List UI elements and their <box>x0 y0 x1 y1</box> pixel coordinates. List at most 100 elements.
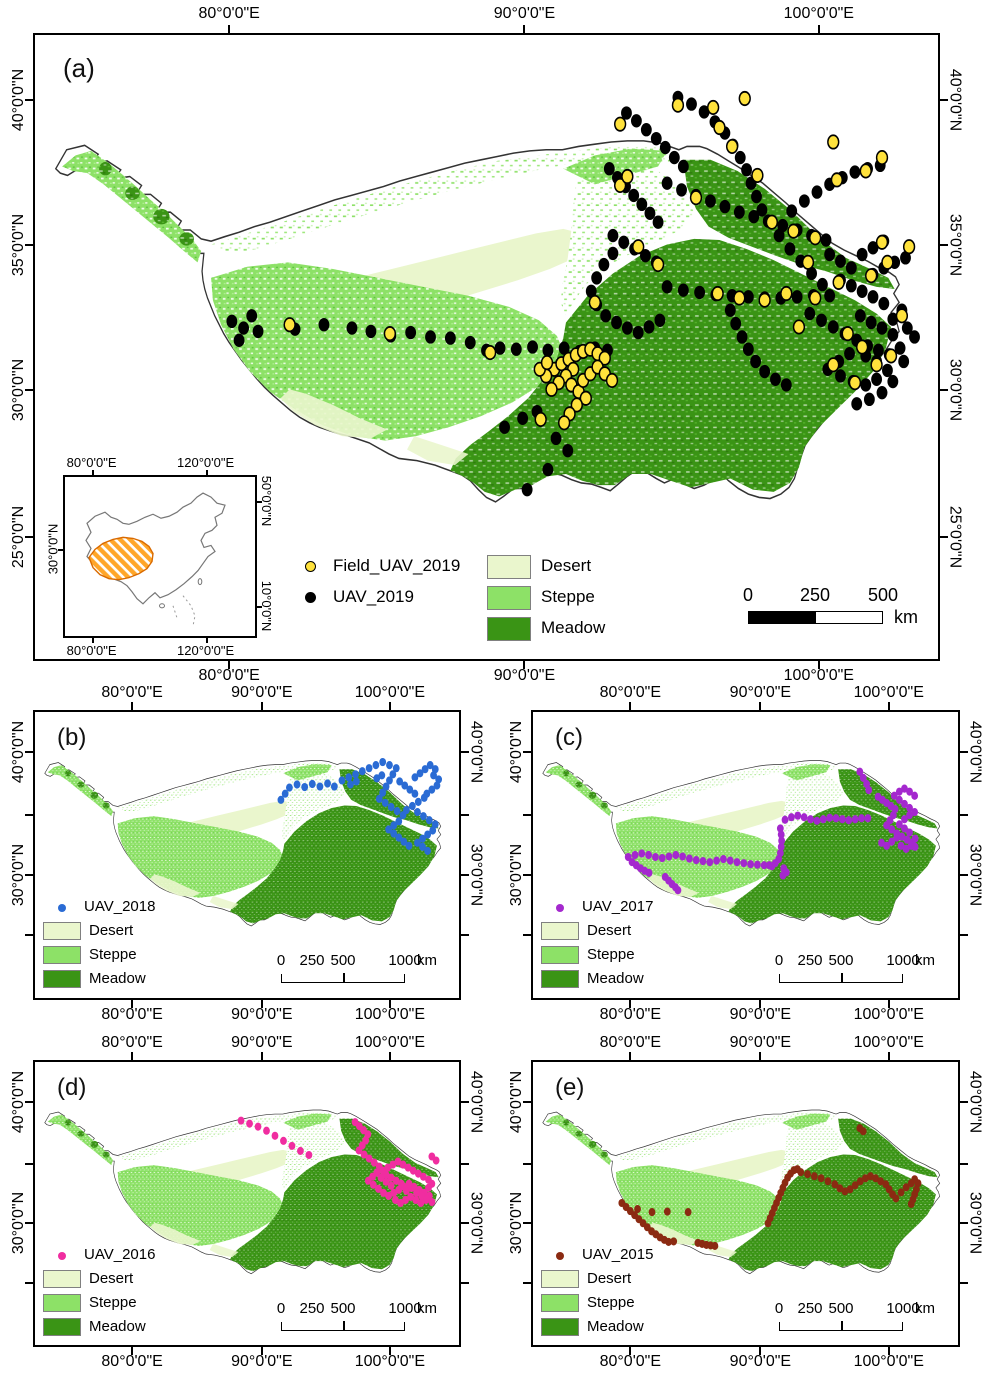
uav-2019-symbol <box>305 592 316 603</box>
panel-letter: (d) <box>57 1074 87 1101</box>
lon-label: 100°0'0"E <box>853 1034 924 1051</box>
lat-label: 40°0'0"N <box>467 1070 484 1133</box>
scale-tick-label: 500 <box>330 1300 356 1317</box>
scale-bar-strip <box>779 1321 903 1331</box>
axis-tick <box>25 389 33 392</box>
inset-lat-label: 30°0'0"N <box>45 523 61 574</box>
axis-tick <box>629 1000 632 1008</box>
scale-tick-label: 250 <box>299 1300 325 1317</box>
axis-tick <box>523 1281 531 1284</box>
lon-label: 90°0'0"E <box>493 667 556 684</box>
lon-label: 90°0'0"E <box>729 1034 792 1051</box>
lon-label: 100°0'0"E <box>354 1006 426 1023</box>
lat-label: 30°0'0"N <box>10 1192 27 1255</box>
panel-letter: (e) <box>555 1074 585 1101</box>
axis-tick <box>523 1162 531 1165</box>
lon-label: 90°0'0"E <box>231 1034 293 1051</box>
scale-tick-label: 500 <box>867 585 899 605</box>
axis-tick <box>25 1281 33 1284</box>
axis-tick <box>960 751 968 754</box>
axis-tick <box>461 1162 469 1165</box>
axis-tick <box>260 1000 263 1008</box>
legend-swatch-meadow <box>43 970 81 988</box>
legend-label-field-uav-2019: Field_UAV_2019 <box>333 556 461 575</box>
axis-tick <box>523 25 526 33</box>
lon-label: 100°0'0"E <box>354 684 426 701</box>
legend-label-series: UAV_2017 <box>582 898 654 915</box>
axis-tick <box>960 874 968 877</box>
axis-tick <box>131 1000 134 1008</box>
axis-tick <box>131 1052 134 1060</box>
axis-tick <box>388 1347 391 1355</box>
scale-unit: km <box>417 952 437 969</box>
scale-tick-label: 1000 <box>388 1300 422 1317</box>
lon-label: 90°0'0"E <box>729 684 792 701</box>
axis-tick <box>817 25 820 33</box>
axis-tick <box>260 1347 263 1355</box>
legend-label-meadow: Meadow <box>89 970 146 987</box>
map-tibetan-plateau <box>54 90 920 503</box>
lon-label: 80°0'0"E <box>198 667 260 684</box>
axis-tick <box>523 874 531 877</box>
axis-tick <box>629 1347 632 1355</box>
lat-label: 40°0'0"N <box>946 68 963 132</box>
lon-label: 90°0'0"E <box>729 1006 792 1023</box>
axis-tick <box>629 1052 632 1060</box>
legend-swatch-steppe <box>43 1294 81 1312</box>
axis-tick <box>960 934 968 937</box>
lon-label: 80°0'0"E <box>599 1006 662 1023</box>
axis-tick <box>759 1052 762 1060</box>
uav-2018-symbol <box>58 904 66 912</box>
lat-label: 30°0'0"N <box>467 1192 484 1255</box>
scale-tick-label: 0 <box>774 1300 784 1317</box>
legend-swatch-desert <box>43 922 81 940</box>
scale-bar-strip <box>748 611 883 624</box>
scale-tick-label: 0 <box>276 952 286 969</box>
legend-swatch-meadow <box>541 1318 579 1336</box>
inset-frame: 80°0'0"E 120°0'0"E 80°0'0"E 120°0'0"E 30… <box>46 455 275 658</box>
uav-2017-points <box>624 767 919 895</box>
lat-label: 40°0'0"N <box>508 720 525 784</box>
lon-label: 100°0'0"E <box>354 1353 426 1370</box>
axis-tick <box>461 1281 469 1284</box>
lat-label: 40°0'0"N <box>467 720 484 784</box>
lat-label: 40°0'0"N <box>508 1070 525 1133</box>
legend-label-desert: Desert <box>89 1270 134 1287</box>
uav-2017-symbol <box>556 904 564 912</box>
legend-swatch-steppe <box>487 586 531 610</box>
inset-lon-label: 80°0'0"E <box>66 643 117 658</box>
legend-label-meadow: Meadow <box>541 618 606 637</box>
lat-label: 35°0'0"N <box>946 214 963 277</box>
legend-label-desert: Desert <box>587 922 632 939</box>
legend-swatch-desert <box>541 922 579 940</box>
lat-label: 40°0'0"N <box>10 1070 27 1133</box>
axis-tick <box>461 813 469 816</box>
scale-unit: km <box>417 1300 437 1317</box>
legend-label-steppe: Steppe <box>89 1294 137 1311</box>
legend-label-meadow: Meadow <box>587 970 644 987</box>
axis-tick <box>25 934 33 937</box>
lon-label: 100°0'0"E <box>853 1006 924 1023</box>
inset-lat-label: 10°0'0"N <box>259 580 275 632</box>
legend-label-desert: Desert <box>541 556 592 575</box>
lat-label: 25°0'0"N <box>946 505 963 568</box>
lat-label: 30°0'0"N <box>946 358 963 422</box>
scale-tick-label: 1000 <box>388 952 422 969</box>
axis-tick <box>523 1100 531 1103</box>
axis-tick <box>523 751 531 754</box>
axis-tick <box>523 661 526 669</box>
lon-label: 90°0'0"E <box>231 1353 293 1370</box>
lat-label: 30°0'0"N <box>508 843 525 907</box>
lon-label: 80°0'0"E <box>599 684 662 701</box>
axis-tick <box>131 702 134 710</box>
axis-tick <box>629 702 632 710</box>
axis-tick <box>461 1100 469 1103</box>
legend-swatch-steppe <box>43 946 81 964</box>
panel-d-frame: (d) 80°0'0"E 90°0'0"E 100°0'0"E 80°0'0"E… <box>10 1034 484 1370</box>
map-tibetan-plateau <box>44 1109 442 1275</box>
axis-tick <box>388 702 391 710</box>
axis-tick <box>960 1222 968 1225</box>
panel-a: (a) 80°0'0"E 90°0'0"E 100°0'0"E 80°0'0"E… <box>10 5 963 684</box>
lon-label: 100°0'0"E <box>783 5 854 22</box>
uav-2018-points <box>277 757 443 855</box>
